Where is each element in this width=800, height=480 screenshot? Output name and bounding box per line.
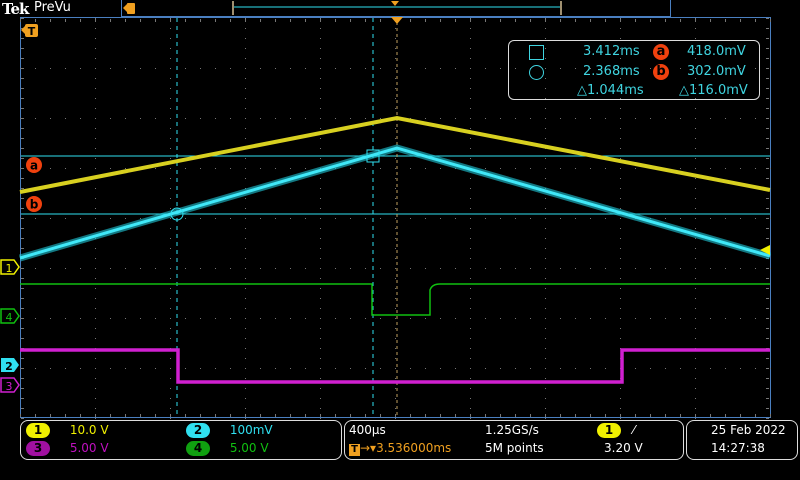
trigger-source-badge: 1: [597, 423, 621, 438]
ch2-waveform: [19, 146, 771, 260]
graticule-grid: [20, 18, 771, 419]
horizontal-scale: 400µs: [349, 423, 386, 437]
rising-edge-icon: ⁄: [632, 423, 635, 437]
cursors[interactable]: [21, 18, 770, 417]
ch1-marker[interactable]: 1: [0, 259, 20, 275]
trigger-delay-value: 3.536000ms: [376, 441, 452, 455]
ch1-scale: 10.0 V: [69, 423, 109, 437]
cursor2-circle-icon: [170, 207, 184, 221]
trigger-marker[interactable]: T: [21, 24, 38, 38]
cursor-readout[interactable]: 3.412ms 2.368ms △1.044ms a b 418.0mV 302…: [508, 40, 760, 100]
sample-rate: 1.25GS/s: [485, 423, 539, 437]
trigger-level: 3.20 V: [604, 441, 643, 455]
cursor1-square-icon: [366, 149, 380, 163]
time: 14:27:38: [711, 441, 765, 455]
delta-time: △1.044ms: [577, 83, 644, 98]
datetime-panel[interactable]: 25 Feb 2022 14:27:38: [686, 420, 798, 460]
ch2-badge: 2: [186, 423, 210, 438]
tek-logo: Tek: [2, 0, 29, 18]
cursor-a-voltage: 418.0mV: [687, 44, 746, 59]
svg-text:4: 4: [6, 311, 13, 324]
ch3-badge: 3: [26, 441, 50, 456]
cursor-b-voltage: 302.0mV: [687, 64, 746, 79]
ch2-waveform-noise: [19, 144, 771, 262]
ch2-scale: 100mV: [229, 423, 273, 437]
circle-icon: [529, 65, 544, 80]
channel-panel[interactable]: 1 10.0 V 2 100mV 3 5.00 V 4 5.00 V: [20, 420, 342, 460]
trigger-icon: T: [349, 444, 360, 456]
ch4-marker[interactable]: 4: [0, 308, 20, 324]
trigger-position-icon[interactable]: [391, 17, 403, 24]
svg-text:b: b: [30, 198, 39, 212]
ch4-scale: 5.00 V: [229, 441, 269, 455]
record-view[interactable]: [121, 0, 671, 17]
svg-text:1: 1: [6, 262, 13, 275]
ch3-settings[interactable]: 3 5.00 V: [26, 441, 109, 456]
graticule-dots: [20, 18, 771, 419]
ch4-settings[interactable]: 4 5.00 V: [186, 441, 269, 456]
svg-text:3: 3: [6, 380, 13, 393]
trigger-source[interactable]: 1 ⁄: [597, 423, 635, 438]
ch1-waveform: [19, 115, 771, 194]
ch3-scale: 5.00 V: [69, 441, 109, 455]
cursor-a-badge: a: [653, 44, 669, 60]
trigger-delay: T →▾3.536000ms: [349, 441, 451, 456]
ch3-marker[interactable]: 3: [0, 377, 20, 393]
ch1-badge: 1: [26, 423, 50, 438]
timebase-trigger-panel[interactable]: 400µs T →▾3.536000ms 1.25GS/s 5M points 1…: [344, 420, 684, 460]
cursor-b-marker[interactable]: b: [26, 196, 42, 212]
cursor-a-marker[interactable]: a: [26, 157, 42, 173]
delay-arrow-icon: →▾: [360, 441, 377, 455]
square-icon: [529, 45, 544, 60]
cursor1-time: 3.412ms: [583, 44, 640, 59]
delta-voltage: △116.0mV: [679, 83, 748, 98]
ch1-settings[interactable]: 1 10.0 V: [26, 423, 109, 438]
record-view-window[interactable]: [123, 1, 562, 15]
record-length: 5M points: [485, 441, 544, 455]
ch4-waveform: [20, 283, 770, 316]
trigger-level-icon[interactable]: [760, 245, 770, 255]
svg-text:T: T: [28, 25, 36, 38]
ch3-waveform: [20, 348, 770, 384]
svg-text:a: a: [30, 159, 38, 173]
ch2-marker[interactable]: 2: [1, 358, 19, 373]
cursor-b-badge: b: [653, 64, 669, 80]
svg-text:2: 2: [5, 360, 13, 373]
acquisition-mode: PreVu: [34, 0, 71, 15]
cursor2-time: 2.368ms: [583, 64, 640, 79]
date: 25 Feb 2022: [711, 423, 786, 437]
ch2-settings[interactable]: 2 100mV: [186, 423, 273, 438]
ch4-badge: 4: [186, 441, 210, 456]
